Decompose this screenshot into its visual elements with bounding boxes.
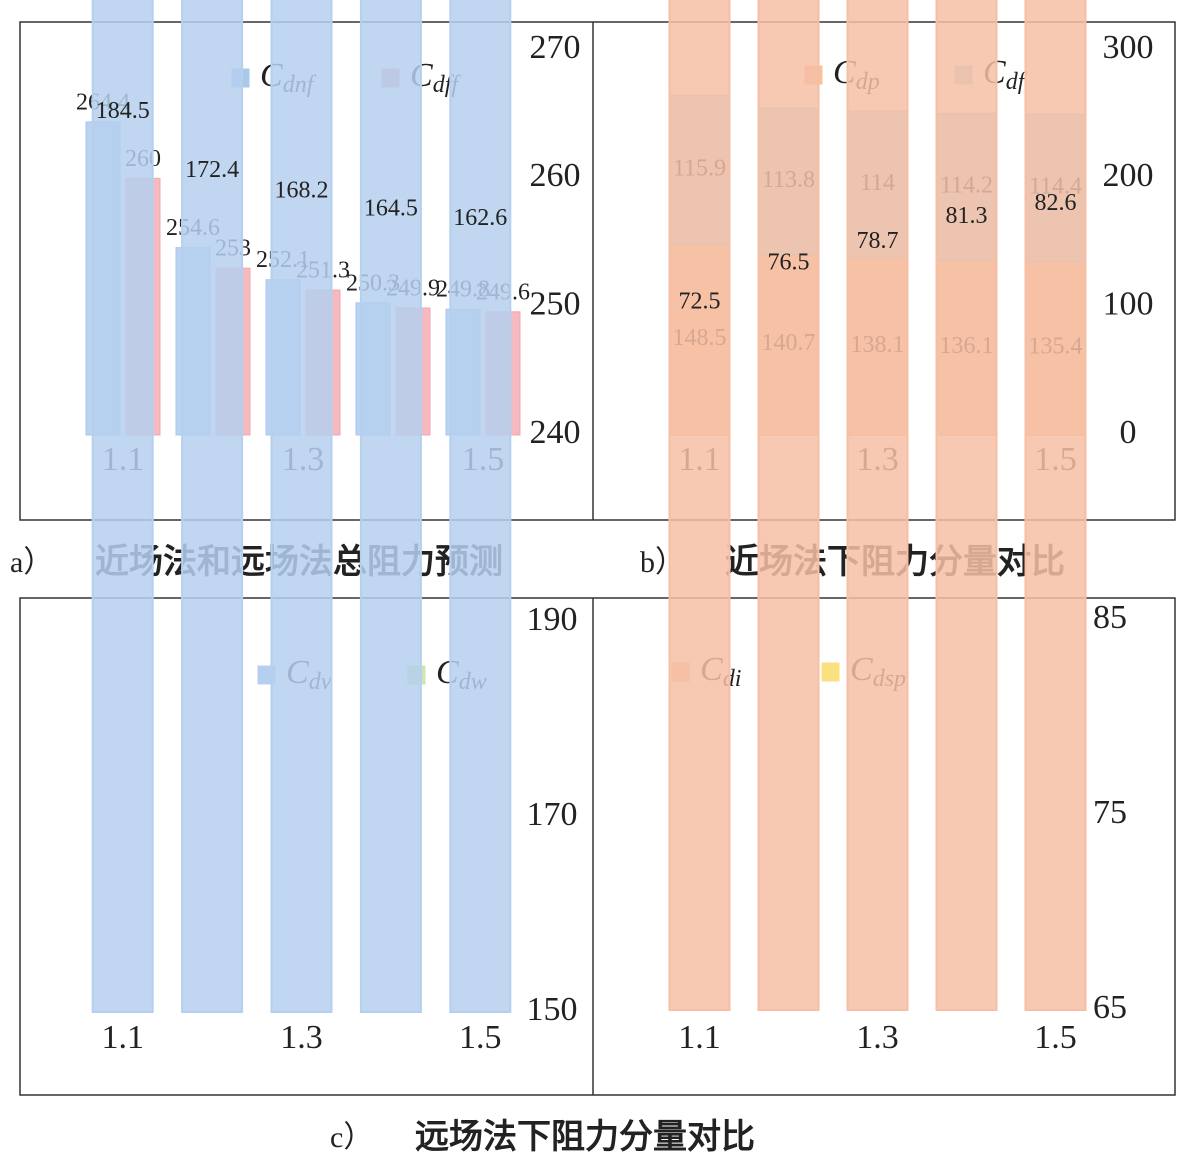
y-tick-label: 200 [1103, 157, 1154, 194]
data-label: 82.6 [1035, 190, 1077, 216]
x-tick-label: 1.5 [1034, 1019, 1077, 1056]
panel-frame [19, 21, 1176, 521]
bar-segment [1024, 0, 1087, 1011]
caption: 远场法下阻力分量对比 [415, 1118, 755, 1156]
caption-letter: a） [10, 546, 53, 579]
legend-swatch [821, 662, 840, 682]
y-tick-label: 150 [527, 991, 578, 1028]
y-tick-label: 65 [1093, 989, 1127, 1026]
y-tick-label: 0 [1120, 414, 1137, 451]
bar-segment [668, 0, 731, 1011]
y-tick-label: 190 [527, 601, 578, 638]
data-label: 76.5 [768, 250, 810, 276]
bar-segment [449, 0, 512, 1013]
data-label: 162.6 [453, 205, 507, 231]
y-tick-label: 270 [530, 29, 581, 66]
data-label: 184.5 [96, 98, 150, 124]
data-label: 164.5 [364, 196, 418, 222]
bar-segment [181, 0, 244, 1013]
x-tick-label: 1.1 [678, 1019, 721, 1056]
panel-frame [19, 597, 1176, 1096]
y-tick-label: 300 [1103, 29, 1154, 66]
x-tick-label: 1.3 [280, 1019, 323, 1056]
data-label: 172.4 [185, 157, 239, 183]
bar-segment [846, 0, 909, 1011]
y-tick-label: 260 [530, 157, 581, 194]
bar-segment [91, 0, 154, 1013]
data-label: 81.3 [946, 203, 988, 229]
x-tick-label: 1.5 [459, 1019, 502, 1056]
x-tick-label: 1.3 [856, 1019, 899, 1056]
data-label: 72.5 [679, 289, 721, 315]
data-label: 78.7 [857, 228, 899, 254]
bar-segment [359, 0, 422, 1013]
y-tick-label: 170 [527, 796, 578, 833]
y-tick-label: 75 [1093, 794, 1127, 831]
y-tick-label: 100 [1103, 285, 1154, 322]
bar-segment [935, 0, 998, 1011]
bar-segment [757, 0, 820, 1011]
y-tick-label: 240 [530, 414, 581, 451]
caption-letter: c） [330, 1121, 373, 1154]
data-label: 168.2 [275, 178, 329, 204]
bar-segment [270, 0, 333, 1013]
y-tick-label: 250 [530, 285, 581, 322]
x-tick-label: 1.1 [101, 1019, 144, 1056]
y-tick-label: 85 [1093, 599, 1127, 636]
